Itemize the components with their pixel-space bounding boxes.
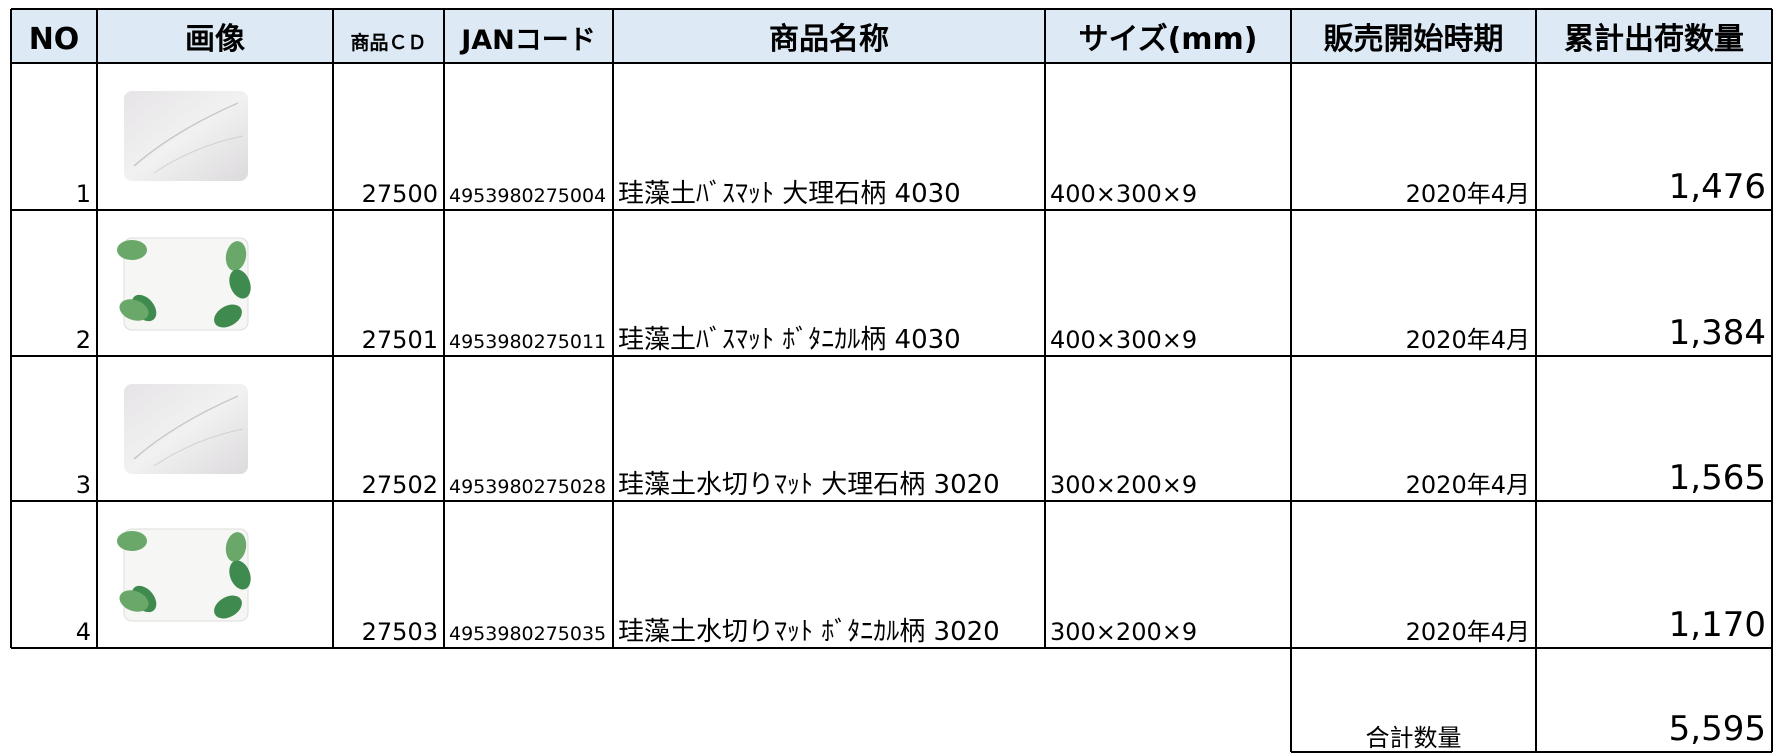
marble-vein	[133, 102, 239, 167]
leaf	[214, 304, 242, 328]
marble-vein	[153, 135, 244, 174]
cell: 珪藻土水切りﾏｯﾄ ﾎﾞﾀﾆｶﾙ柄 3020	[618, 617, 1000, 647]
cell: 1,384	[1669, 313, 1766, 353]
cell: 1,565	[1669, 458, 1766, 498]
cell: 400×300×9	[1050, 180, 1197, 208]
cell: 27503	[362, 618, 438, 646]
cell: 300×200×9	[1050, 618, 1197, 646]
product-image	[117, 237, 251, 331]
header-cell: 画像	[185, 22, 245, 57]
leaf	[229, 560, 251, 590]
cell: 1,170	[1669, 605, 1766, 645]
cell: 4953980275028	[449, 476, 606, 498]
cell: 27501	[362, 326, 438, 354]
leaf	[214, 595, 242, 619]
cell: 4953980275004	[449, 185, 606, 207]
leaf	[119, 590, 149, 612]
total-label: 合計数量	[1366, 724, 1462, 752]
header-cell: 商品ＣＤ	[350, 31, 426, 54]
leaf	[225, 532, 247, 562]
header-cell: NO	[29, 22, 80, 57]
leaf	[229, 269, 251, 299]
leaf	[225, 241, 247, 271]
cell: 1	[76, 180, 91, 208]
header-bg	[11, 9, 1772, 63]
cell: 珪藻土ﾊﾞｽﾏｯﾄ ﾎﾞﾀﾆｶﾙ柄 4030	[618, 325, 961, 355]
header-cell: 商品名称	[769, 22, 889, 57]
cell: 400×300×9	[1050, 326, 1197, 354]
cell: 珪藻土ﾊﾞｽﾏｯﾄ 大理石柄 4030	[618, 179, 961, 209]
leaf	[117, 531, 147, 551]
leaf	[117, 240, 147, 260]
total-value: 5,595	[1669, 709, 1766, 749]
cell: 2020年4月	[1406, 618, 1530, 646]
cell: 27500	[362, 180, 438, 208]
cell: 27502	[362, 471, 438, 499]
marble-mat	[124, 384, 248, 474]
cell: 2020年4月	[1406, 326, 1530, 354]
marble-vein	[153, 428, 244, 467]
product-image	[124, 384, 248, 474]
product-image	[124, 91, 248, 181]
header-cell: 累計出荷数量	[1564, 22, 1744, 57]
cell: 2020年4月	[1406, 471, 1530, 499]
leaf	[119, 299, 149, 321]
header-cell: 販売開始時期	[1324, 22, 1504, 57]
marble-vein	[133, 395, 239, 460]
cell: 4953980275011	[449, 331, 606, 353]
product-image	[117, 528, 251, 622]
marble-mat	[124, 91, 248, 181]
cell: 4	[76, 618, 91, 646]
cell: 3	[76, 471, 91, 499]
cell: 2	[76, 326, 91, 354]
header-cell: サイズ(mm)	[1078, 22, 1257, 57]
header-cell: JANコード	[459, 25, 596, 56]
cell: 2020年4月	[1406, 180, 1530, 208]
cell: 珪藻土水切りﾏｯﾄ 大理石柄 3020	[618, 470, 1000, 500]
cell: 300×200×9	[1050, 471, 1197, 499]
cell: 1,476	[1669, 167, 1766, 207]
cell: 4953980275035	[449, 623, 606, 645]
